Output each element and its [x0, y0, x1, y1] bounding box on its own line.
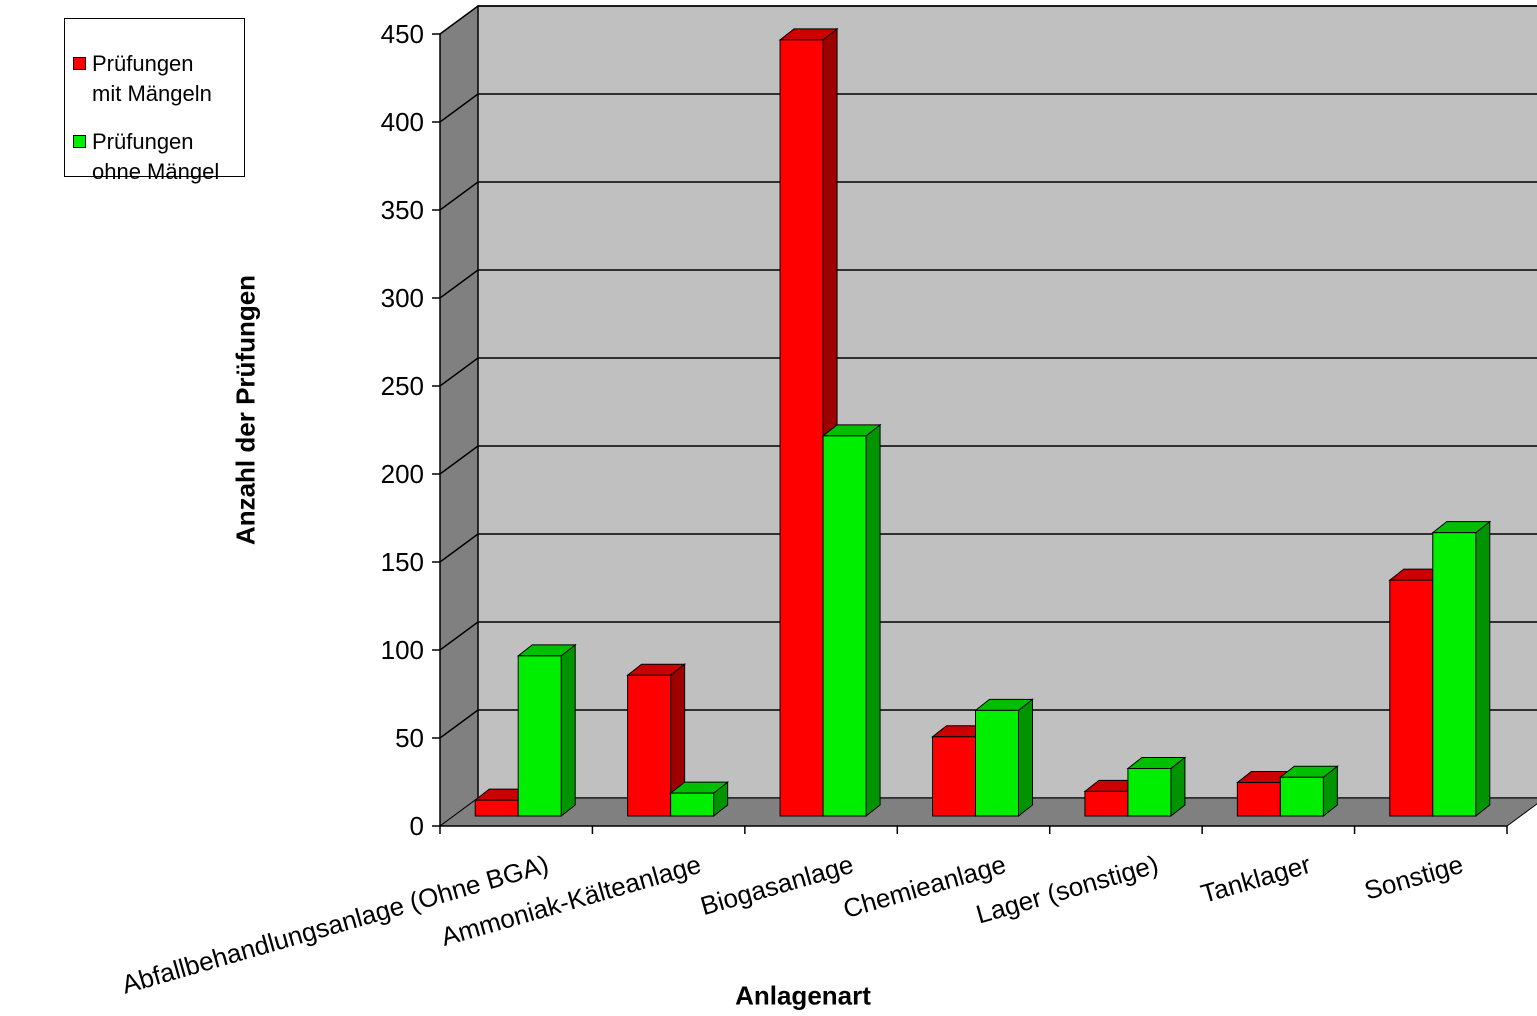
bar-ohne-maengel-0 [516, 643, 577, 818]
y-tick-label-250: 250 [381, 371, 424, 401]
y-tick-label-100: 100 [381, 635, 424, 665]
y-tick-label-450: 450 [381, 19, 424, 49]
x-tick-label-6: Sonstige [1361, 849, 1467, 906]
bar-ohne-maengel-1 [669, 781, 730, 818]
bar-ohne-maengel-2 [821, 423, 882, 818]
gridline-150 [439, 533, 1537, 563]
legend-swatch-red [73, 57, 86, 70]
legend-item-mit-maengeln: Prüfungen mit Mängeln [73, 49, 212, 109]
y-tick-label-350: 350 [381, 195, 424, 225]
bar-mit-maengeln-1 [626, 663, 687, 818]
bar-ohne-maengel-4 [1126, 756, 1187, 818]
legend-label-mit-maengeln: Prüfungen mit Mängeln [92, 51, 212, 106]
bar-ohne-maengel-3 [974, 698, 1034, 818]
y-tick-label-200: 200 [381, 459, 424, 489]
gridline-200 [439, 445, 1537, 475]
gridline-450 [439, 5, 1537, 35]
x-axis-title: Anlagenart [735, 980, 871, 1011]
gridline-350 [439, 181, 1537, 211]
y-tick-label-300: 300 [381, 283, 424, 313]
legend-swatch-green [73, 135, 86, 148]
y-tick-label-50: 50 [395, 723, 424, 753]
legend: Prüfungen mit Mängeln Prüfungen ohne Män… [64, 18, 245, 184]
legend-item-ohne-maengel: Prüfungen ohne Mängel [73, 127, 219, 187]
side-wall [439, 5, 479, 827]
gridline-250 [439, 357, 1537, 387]
gridline-300 [439, 269, 1537, 299]
y-tick-label-150: 150 [381, 547, 424, 577]
gridline-400 [439, 93, 1537, 123]
legend-label-ohne-maengel: Prüfungen ohne Mängel [92, 129, 220, 184]
x-tick-label-2: Biogasanlage [697, 849, 857, 921]
x-tick-label-1: Ammoniak-Kälteanlage [438, 849, 705, 952]
x-tick-label-5: Tanklager [1197, 849, 1314, 909]
gridline-50 [439, 709, 1537, 739]
bar-ohne-maengel-6 [1431, 520, 1492, 818]
bar-ohne-maengel-5 [1278, 765, 1339, 818]
y-axis-title: Anzahl der Prüfungen [230, 274, 261, 546]
y-tick-label-400: 400 [381, 107, 424, 137]
gridline-100 [439, 621, 1537, 651]
y-tick-label-0: 0 [410, 811, 424, 841]
